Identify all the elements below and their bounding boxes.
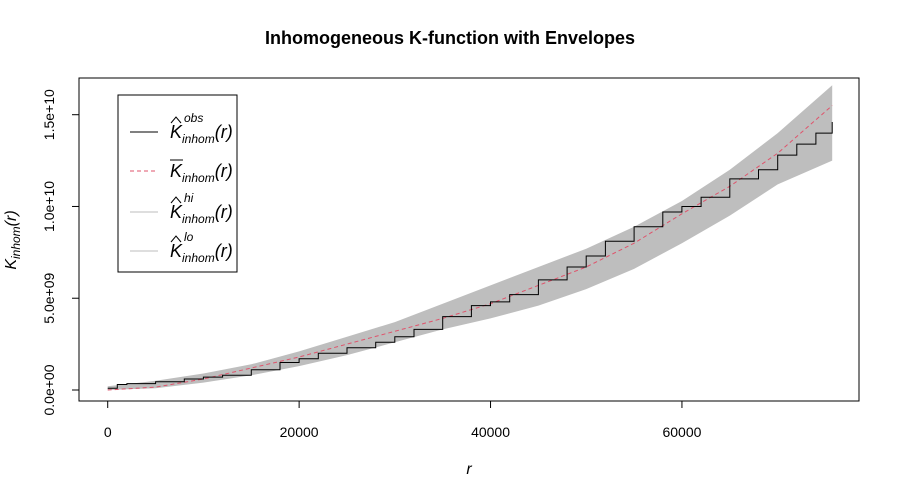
- series-theo-line: [107, 105, 833, 391]
- x-axis-label: r: [466, 461, 472, 478]
- legend: Kinhom(r)obsKinhom(r)Kinhom(r)hiKinhom(r…: [117, 94, 238, 273]
- x-tick-label: 0: [104, 424, 112, 440]
- legend-label-hi: Kinhom(r): [170, 202, 233, 226]
- envelope-band: [107, 85, 833, 391]
- legend-hat-accent: [170, 116, 182, 124]
- legend-hat-accent: [170, 196, 182, 204]
- plot-layer: [107, 85, 833, 391]
- legend-superscript: hi: [184, 191, 194, 205]
- legend-label-obs: Kinhom(r): [170, 122, 233, 146]
- legend-label-theo: Kinhom(r): [170, 161, 233, 185]
- series-obs-line: [107, 122, 833, 389]
- legend-label-lo: Kinhom(r): [170, 241, 233, 265]
- x-tick-label: 40000: [471, 424, 510, 440]
- axes-layer: 0 20000 40000 60000 0.0e+00 5.0e+09 1.0e+10 1.5…: [3, 89, 702, 478]
- y-tick-label: 1.0e+10: [41, 181, 57, 232]
- y-tick-label: 5.0e+09: [41, 273, 57, 324]
- legend-superscript: lo: [184, 230, 194, 244]
- y-tick-label: 0.0e+00: [41, 364, 57, 415]
- chart-title: Inhomogeneous K-function with Envelopes: [264, 28, 635, 48]
- x-tick-label: 20000: [280, 424, 319, 440]
- legend-box: [117, 94, 238, 273]
- y-tick-label: 1.5e+10: [41, 89, 57, 140]
- legend-hat-accent: [170, 235, 182, 243]
- x-tick-label: 60000: [662, 424, 701, 440]
- y-axis-label: Kinhom(r): [3, 210, 23, 269]
- legend-superscript: obs: [184, 111, 203, 125]
